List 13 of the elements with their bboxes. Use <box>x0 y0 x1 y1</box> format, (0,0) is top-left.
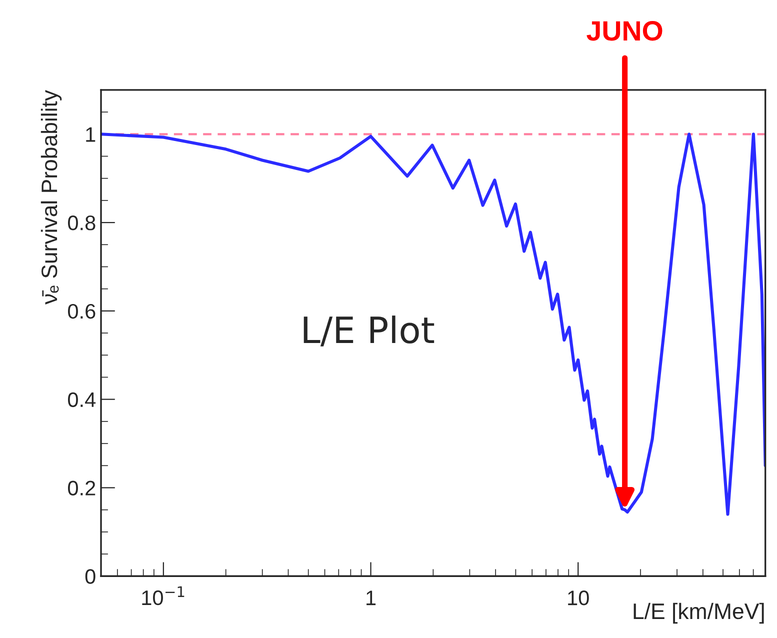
x-tick-label: 1 <box>366 590 376 606</box>
x-tick-label: 10$^{−1}$ <box>142 586 184 606</box>
y-tick-label: 0.6 <box>68 304 96 319</box>
y-tick-label: 0 <box>85 569 96 584</box>
y-tick-label: 0.2 <box>68 480 96 496</box>
y-axis-title: ν̄ₑ Survival Probability <box>40 90 62 304</box>
annotation: L/E Plot <box>304 316 434 346</box>
x-tick-label: 10 <box>568 590 589 606</box>
y-tick-label: 0.8 <box>68 216 96 230</box>
y-tick-label: 0.4 <box>68 392 96 408</box>
y-tick-label: 1 <box>86 127 96 142</box>
annotation: JUNO <box>586 21 662 41</box>
x-axis-title: L/E [km/MeV] <box>634 602 764 624</box>
